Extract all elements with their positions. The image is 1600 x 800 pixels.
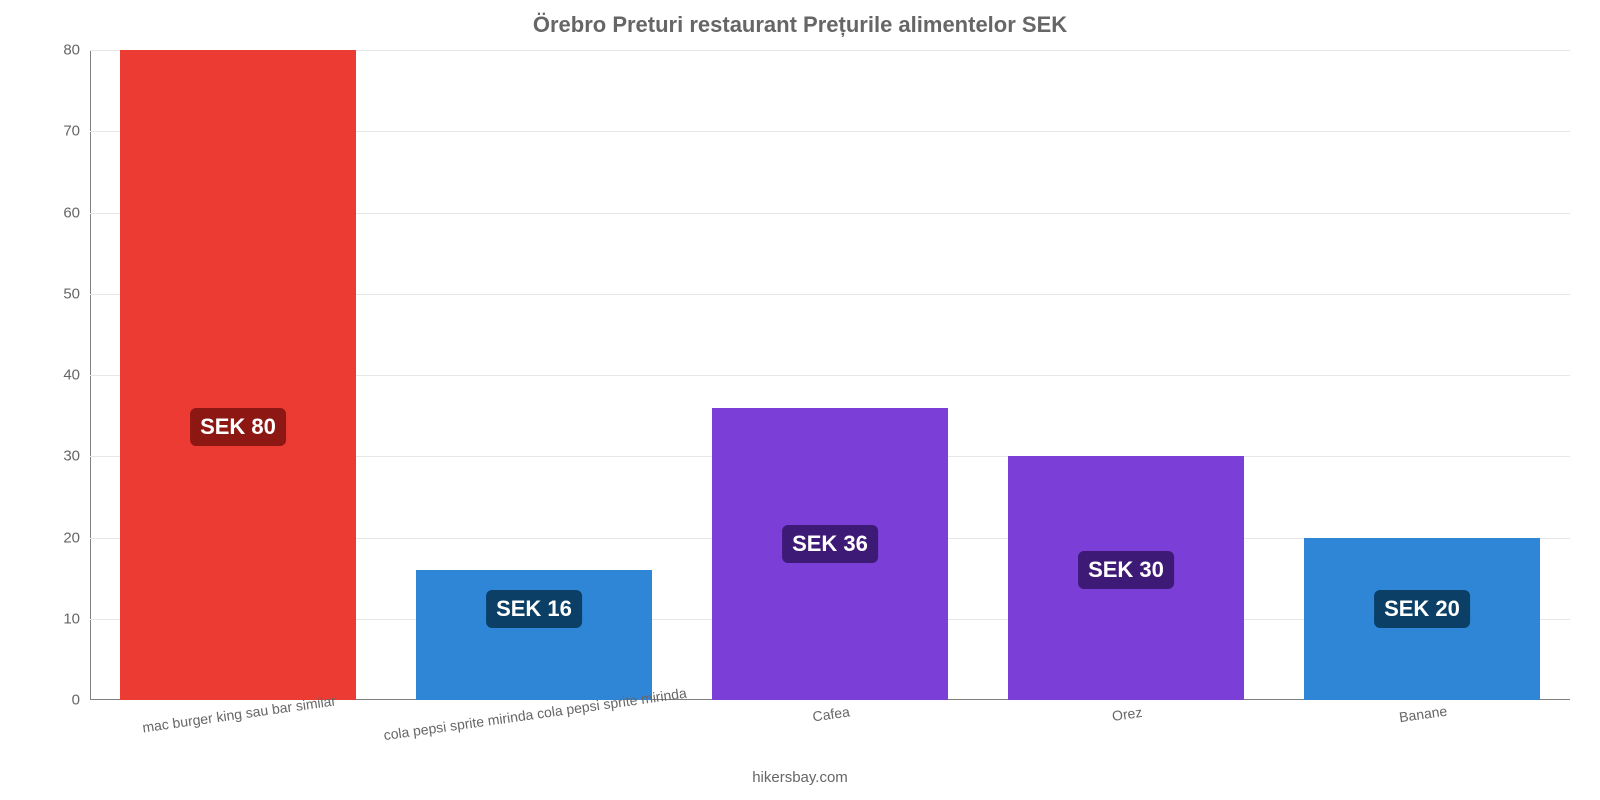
x-label: Banane [1398,703,1448,726]
y-tick-label: 10 [63,610,80,627]
bars-container: SEK 80mac burger king sau bar similarSEK… [90,50,1570,700]
y-tick-label: 20 [63,529,80,546]
bar: SEK 80 [120,50,357,700]
bar: SEK 16 [416,570,653,700]
x-label: Cafea [812,703,851,724]
y-tick-label: 50 [63,285,80,302]
attribution: hikersbay.com [0,769,1600,786]
y-tick-label: 40 [63,367,80,384]
bar-slot: SEK 16cola pepsi sprite mirinda cola pep… [386,50,682,700]
value-badge: SEK 30 [1078,551,1174,589]
bar: SEK 36 [712,408,949,701]
x-label: Orez [1111,704,1143,724]
bar-slot: SEK 36Cafea [682,50,978,700]
y-tick-label: 70 [63,123,80,140]
bar-slot: SEK 80mac burger king sau bar similar [90,50,386,700]
bar: SEK 20 [1304,538,1541,701]
chart-title: Örebro Preturi restaurant Prețurile alim… [0,0,1600,38]
bar-slot: SEK 30Orez [978,50,1274,700]
y-tick-label: 80 [63,42,80,59]
value-badge: SEK 16 [486,590,582,628]
value-badge: SEK 80 [190,408,286,446]
y-tick-label: 60 [63,204,80,221]
value-badge: SEK 20 [1374,590,1470,628]
value-badge: SEK 36 [782,525,878,563]
plot-area: SEK 80mac burger king sau bar similarSEK… [90,50,1570,700]
bar: SEK 30 [1008,456,1245,700]
bar-slot: SEK 20Banane [1274,50,1570,700]
y-tick-label: 0 [72,692,80,709]
y-tick-label: 30 [63,448,80,465]
